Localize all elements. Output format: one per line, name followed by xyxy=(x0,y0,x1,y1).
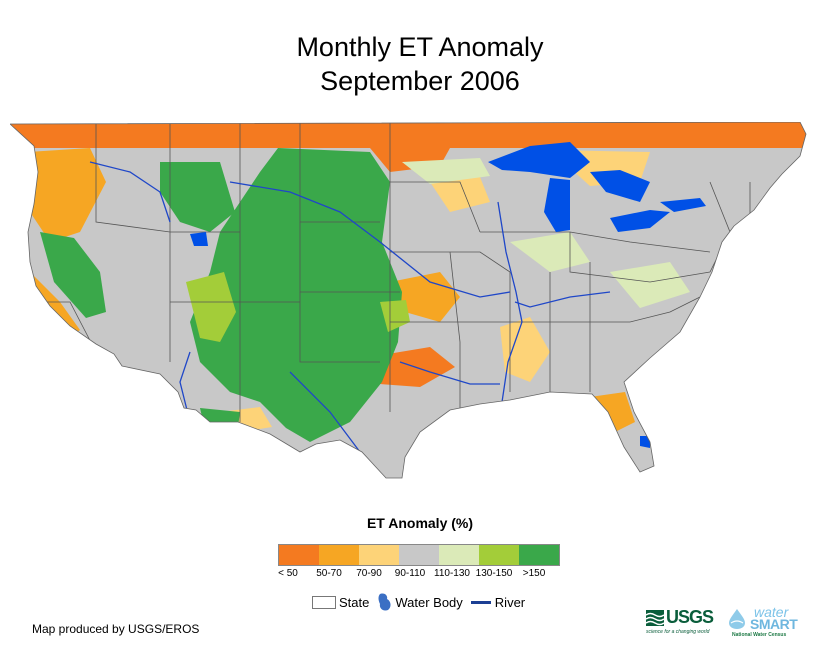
map-credit: Map produced by USGS/EROS xyxy=(32,622,200,636)
usgs-wordmark: USGS xyxy=(666,607,714,627)
usgs-logo: USGS science for a changing world xyxy=(646,607,722,637)
key-state: State xyxy=(312,595,369,610)
water-bodies xyxy=(190,142,706,448)
legend-color-bar xyxy=(278,544,560,566)
river-line-icon xyxy=(470,600,491,604)
legend-swatch-130-150 xyxy=(479,545,519,565)
title-line-2: September 2006 xyxy=(320,66,520,96)
feature-key: State Water Body River xyxy=(312,592,533,612)
legend-label-lt50: < 50 xyxy=(278,568,298,579)
legend-label-110-130: 110-130 xyxy=(434,568,470,579)
watersmart-word-smart: SMART xyxy=(750,616,798,632)
legend-title: ET Anomaly (%) xyxy=(366,515,474,531)
water-drop-icon xyxy=(729,609,745,629)
legend-swatch-gt150 xyxy=(519,545,559,565)
us-outline xyxy=(10,122,807,479)
usgs-tagline: science for a changing world xyxy=(646,629,710,635)
legend-swatch-110-130 xyxy=(439,545,479,565)
legend-swatch-70-90 xyxy=(359,545,399,565)
watersmart-word-water: water xyxy=(754,604,789,620)
us-anomaly-map xyxy=(10,122,807,479)
water-body-icon xyxy=(378,593,391,611)
legend-label-70-90: 70-90 xyxy=(356,568,382,579)
key-water-body: Water Body xyxy=(377,592,463,612)
title-line-1: Monthly ET Anomaly xyxy=(296,32,544,62)
watersmart-tagline: National Water Census xyxy=(732,632,787,638)
key-water-body-label: Water Body xyxy=(395,594,463,610)
legend-swatch-50-70 xyxy=(319,545,359,565)
legend-label-50-70: 50-70 xyxy=(316,568,342,579)
key-state-label: State xyxy=(339,594,370,610)
legend-swatch-lt50 xyxy=(279,545,319,565)
legend-tick-labels: < 50 50-70 70-90 90-110 110-130 130-150 … xyxy=(262,568,592,582)
state-box-icon xyxy=(312,595,336,609)
usgs-waves-icon xyxy=(646,610,664,626)
key-river-label: River xyxy=(494,594,526,610)
legend-swatch-90-110 xyxy=(399,545,439,565)
key-river: River xyxy=(470,594,526,610)
legend-label-90-110: 90-110 xyxy=(394,568,426,579)
legend-label-gt150: >150 xyxy=(522,568,546,579)
watersmart-logo: water SMART National Water Census xyxy=(728,604,816,640)
legend-label-130-150: 130-150 xyxy=(475,568,513,579)
